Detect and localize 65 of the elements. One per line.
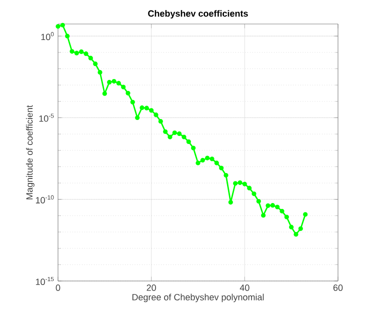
- point: [303, 212, 308, 217]
- point: [70, 49, 74, 54]
- point: [74, 50, 79, 56]
- y-tick-label: 10$^{0}$: [41, 32, 54, 40]
- point: [186, 139, 191, 144]
- chart-title: Chebyshev coefficients: [148, 10, 248, 18]
- point: [98, 70, 102, 75]
- point: [284, 214, 289, 220]
- point: [130, 100, 135, 104]
- point: [177, 131, 182, 136]
- x-tick-label: 40: [240, 284, 250, 291]
- point: [270, 203, 275, 208]
- point: [238, 180, 242, 185]
- point: [289, 224, 294, 230]
- point: [56, 24, 60, 29]
- point: [242, 182, 247, 186]
- point: [233, 181, 238, 186]
- point: [140, 105, 144, 110]
- point: [219, 166, 224, 170]
- point: [135, 115, 140, 120]
- point: [168, 134, 172, 140]
- point: [214, 160, 219, 166]
- point: [280, 208, 284, 214]
- point: [102, 91, 107, 96]
- point: [196, 160, 200, 166]
- point: [88, 56, 93, 60]
- point: [172, 130, 177, 136]
- point: [154, 112, 158, 118]
- point: [210, 156, 214, 162]
- point: [191, 146, 196, 150]
- point: [256, 199, 261, 204]
- point: [149, 108, 154, 113]
- x-axis-title: Degree of Chebyshev polynomial: [132, 294, 264, 302]
- point: [84, 51, 88, 56]
- point: [112, 79, 116, 84]
- point: [228, 200, 233, 205]
- point: [144, 106, 149, 110]
- point: [261, 213, 266, 218]
- point: [205, 156, 210, 160]
- point: [275, 204, 280, 210]
- y-tick-label: 10$^{-10}$: [36, 195, 54, 204]
- point: [298, 226, 303, 231]
- point: [107, 80, 112, 84]
- point: [163, 129, 168, 134]
- point: [200, 158, 205, 162]
- point: [182, 134, 186, 140]
- point: [158, 119, 163, 124]
- y-tick-label: 10$^{-5}$: [39, 114, 54, 122]
- point: [126, 90, 130, 96]
- y-axis-title: Magnitude of coefficient: [26, 105, 34, 200]
- point: [121, 84, 126, 90]
- point: [252, 191, 256, 196]
- point: [247, 186, 252, 190]
- point: [60, 22, 65, 28]
- point: [79, 49, 84, 54]
- y-tick-label: 10$^{-15}$: [36, 276, 54, 286]
- point: [65, 34, 70, 38]
- point: [266, 203, 270, 208]
- x-tick-label: 0: [56, 284, 60, 291]
- x-tick-label: 20: [146, 284, 156, 291]
- point: [224, 172, 228, 178]
- point: [93, 62, 98, 66]
- point: [116, 80, 121, 86]
- x-tick-label: 60: [333, 284, 343, 291]
- point: [294, 232, 298, 237]
